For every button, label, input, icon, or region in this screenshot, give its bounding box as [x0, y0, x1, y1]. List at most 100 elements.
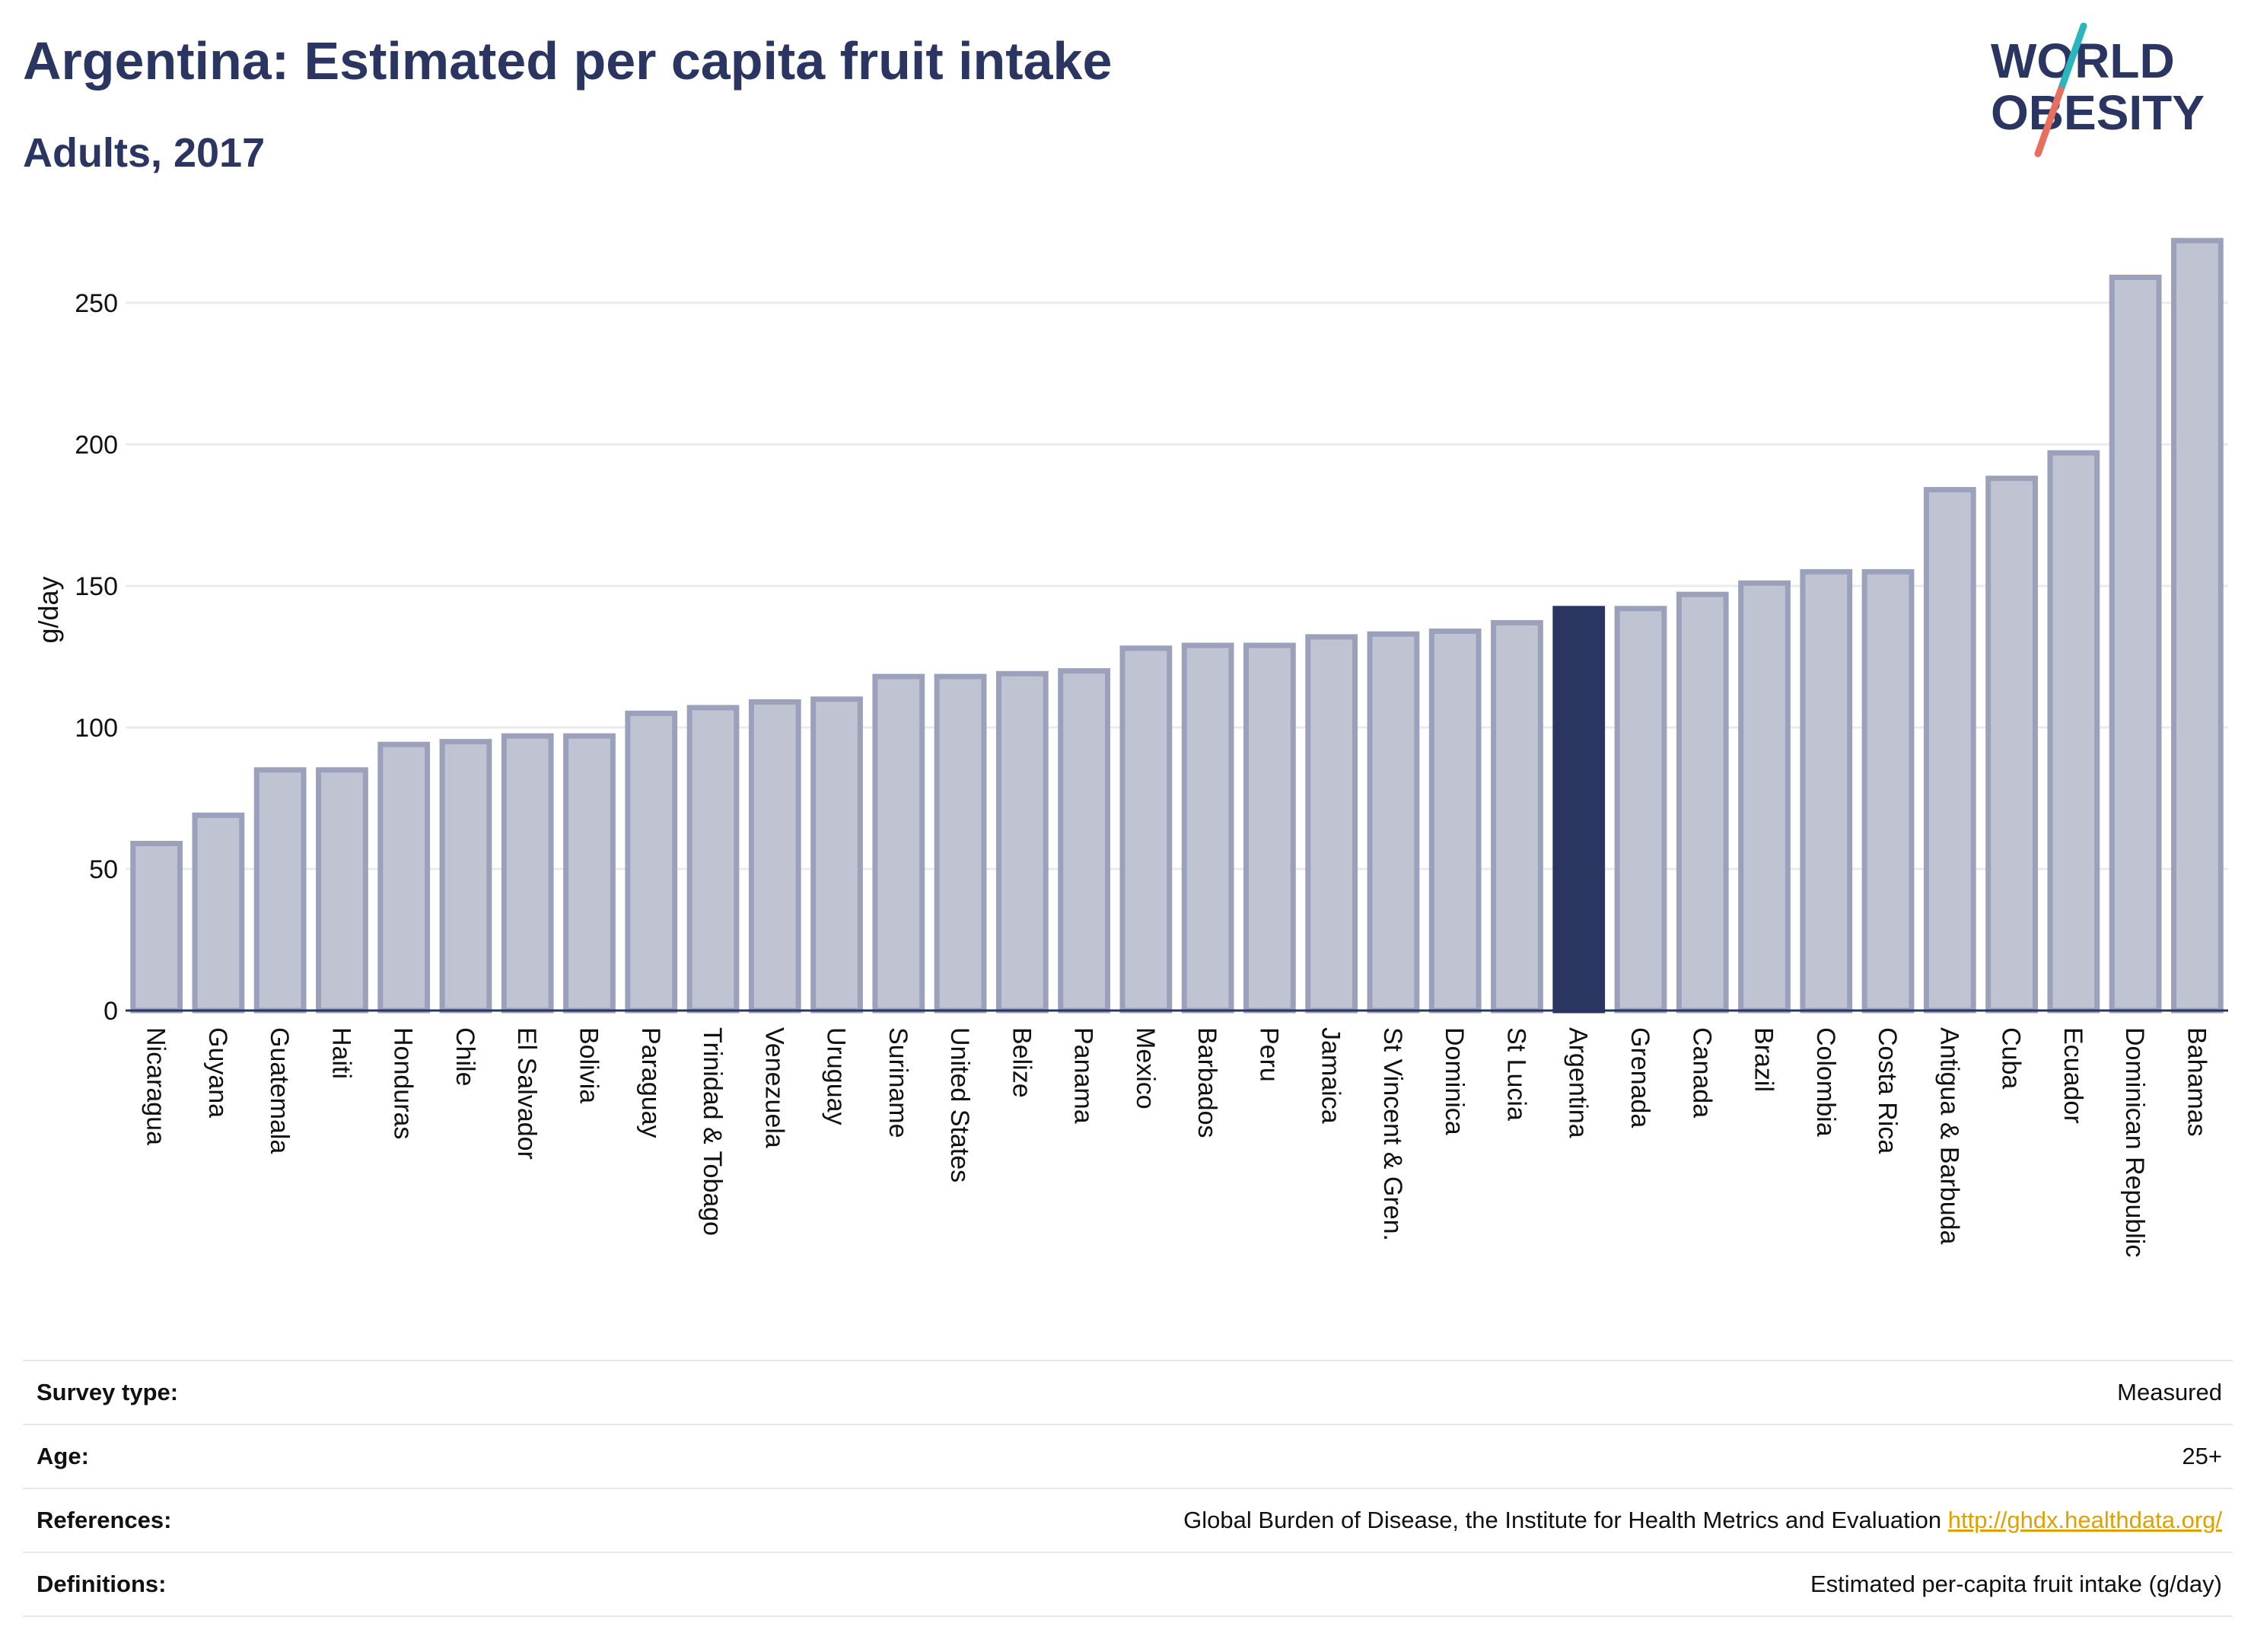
bar	[872, 673, 925, 1014]
bar	[2170, 237, 2224, 1014]
age-value: 25+	[2182, 1443, 2222, 1469]
bar	[1428, 629, 1482, 1014]
x-tick-label: Venezuela	[759, 1027, 788, 1148]
x-tick-label: Guyana	[203, 1027, 232, 1118]
x-tick-label: Chile	[451, 1027, 479, 1086]
bar	[1614, 606, 1667, 1014]
y-axis-label: g/day	[33, 576, 64, 643]
definitions-value: Estimated per-capita fruit intake (g/day…	[1810, 1571, 2222, 1597]
references-link[interactable]: http://ghdx.healthdata.org/	[1947, 1507, 2222, 1533]
logo-line2: OBESITY	[1991, 85, 2205, 140]
logo-slash-teal	[2057, 23, 2087, 94]
metadata-table: Survey type: Measured Age: 25+ Reference…	[23, 1360, 2233, 1617]
y-tick-labels: 0 50 100 150 200 250	[75, 289, 118, 1026]
age-label: Age:	[37, 1443, 89, 1469]
x-tick-label: El Salvador	[512, 1027, 541, 1160]
x-tick-label: Mexico	[1131, 1027, 1160, 1109]
bar	[563, 733, 616, 1014]
bars	[130, 237, 2224, 1014]
bar	[2109, 275, 2162, 1014]
bar	[748, 699, 801, 1014]
bar	[1119, 645, 1173, 1014]
bar	[192, 812, 245, 1014]
chart-subtitle: Adults, 2017	[23, 130, 266, 176]
x-tick-label: Belize	[1007, 1027, 1036, 1098]
logo-slash-coral	[2034, 86, 2065, 158]
x-tick-label: Suriname	[884, 1027, 912, 1138]
footer-row-references: References: Global Burden of Disease, th…	[23, 1488, 2233, 1552]
x-tick-label: Argentina	[1564, 1027, 1593, 1138]
world-obesity-logo: WORLD OBESITY	[1991, 23, 2205, 158]
x-tick-labels: Nicaragua Guyana Guatemala Haiti Honduras Chi…	[142, 1027, 2211, 1257]
y-tick-label: 250	[75, 289, 118, 318]
x-tick-label: Dominica	[1440, 1027, 1469, 1135]
x-tick-label: Guatemala	[265, 1027, 294, 1154]
y-tick-label: 50	[89, 855, 118, 884]
bar	[1923, 487, 1976, 1014]
bar	[1491, 619, 1543, 1014]
x-tick-label: Bolivia	[574, 1027, 603, 1103]
definitions-label: Definitions:	[37, 1571, 167, 1597]
x-tick-label: Uruguay	[822, 1027, 851, 1125]
y-tick-label: 200	[75, 431, 118, 460]
x-tick-label: Ecuador	[2058, 1027, 2087, 1124]
bar	[1676, 591, 1729, 1014]
x-tick-label: Panama	[1069, 1027, 1098, 1124]
bar	[625, 710, 678, 1014]
bar	[439, 739, 492, 1014]
logo-line1: WORLD	[1991, 33, 2175, 88]
x-tick-label: St Vincent & Gren.	[1378, 1027, 1407, 1241]
survey-type-label: Survey type:	[37, 1379, 179, 1405]
x-tick-label: Trinidad & Tobago	[698, 1027, 727, 1236]
y-tick-label: 0	[103, 997, 118, 1026]
bar	[501, 733, 554, 1014]
x-tick-label: Peru	[1254, 1027, 1283, 1082]
references-value: Global Burden of Disease, the Institute …	[1183, 1507, 1942, 1533]
bar	[1985, 476, 2038, 1014]
footer-row-survey-type: Survey type: Measured	[23, 1360, 2233, 1424]
bar	[1243, 642, 1296, 1014]
bar-chart: 0 50 100 150 200 250 Nicaragua Guyana Guatemala…	[33, 237, 2228, 1257]
x-tick-label: Brazil	[1750, 1027, 1778, 1092]
bar	[1305, 634, 1358, 1014]
chart-title: Argentina: Estimated per capita fruit in…	[23, 31, 1113, 91]
bar	[316, 767, 368, 1014]
bar	[1861, 568, 1915, 1014]
x-tick-label: Honduras	[389, 1027, 418, 1139]
bar	[1738, 580, 1791, 1014]
bar	[995, 670, 1049, 1014]
references-label: References:	[37, 1507, 172, 1533]
x-tick-label: United States	[945, 1027, 974, 1183]
x-tick-label: Colombia	[1811, 1027, 1840, 1137]
x-tick-label: Jamaica	[1317, 1027, 1345, 1124]
x-tick-label: Cuba	[1997, 1027, 2026, 1089]
bar	[1367, 631, 1420, 1014]
bar	[1181, 642, 1234, 1014]
footer-row-definitions: Definitions: Estimated per-capita fruit …	[23, 1552, 2233, 1617]
x-tick-label: Canada	[1687, 1027, 1716, 1118]
x-tick-label: Costa Rica	[1873, 1027, 1902, 1154]
bar	[810, 696, 863, 1014]
bar	[377, 741, 431, 1014]
y-tick-label: 150	[75, 572, 118, 601]
x-tick-label: Haiti	[326, 1027, 355, 1079]
x-tick-label: Barbados	[1192, 1027, 1221, 1138]
x-tick-label: Dominican Republic	[2120, 1027, 2149, 1257]
bar	[686, 705, 740, 1014]
bar	[1058, 668, 1110, 1014]
bar	[253, 767, 307, 1014]
references-value-wrap: Global Burden of Disease, the Institute …	[1183, 1507, 2233, 1534]
x-tick-label: Nicaragua	[142, 1027, 170, 1145]
bar	[130, 841, 183, 1014]
bar	[1800, 568, 1853, 1014]
bar	[2047, 450, 2100, 1014]
bar-highlighted	[1552, 606, 1606, 1014]
x-tick-label: St Lucia	[1501, 1027, 1530, 1121]
x-tick-label: Grenada	[1625, 1027, 1654, 1128]
footer-row-age: Age: 25+	[23, 1424, 2233, 1488]
x-tick-label: Paraguay	[636, 1027, 665, 1138]
x-tick-label: Antigua & Barbuda	[1934, 1027, 1963, 1245]
survey-type-value: Measured	[2117, 1379, 2222, 1405]
bar	[934, 673, 987, 1014]
x-tick-label: Bahamas	[2182, 1027, 2211, 1137]
